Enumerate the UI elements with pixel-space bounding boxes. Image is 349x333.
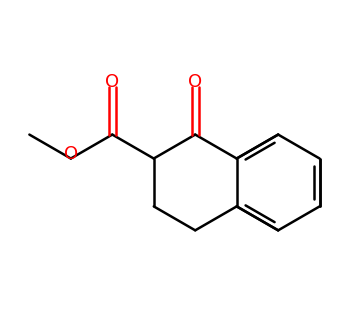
Text: O: O [105,74,119,92]
Text: O: O [64,145,78,163]
Text: O: O [188,74,202,92]
